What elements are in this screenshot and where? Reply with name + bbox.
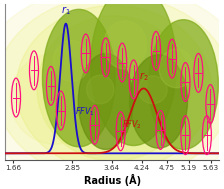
- X-axis label: Radius (Å): Radius (Å): [84, 174, 141, 186]
- Ellipse shape: [42, 9, 115, 147]
- Ellipse shape: [91, 0, 177, 146]
- Text: $FFV_1$: $FFV_1$: [75, 106, 95, 118]
- Text: $r_1$: $r_1$: [60, 4, 70, 17]
- Ellipse shape: [159, 49, 194, 88]
- Ellipse shape: [10, 53, 100, 144]
- Ellipse shape: [16, 5, 211, 171]
- Ellipse shape: [149, 20, 218, 149]
- Ellipse shape: [138, 76, 167, 104]
- Ellipse shape: [37, 16, 190, 161]
- Ellipse shape: [78, 53, 133, 149]
- Ellipse shape: [53, 40, 90, 81]
- Text: $FFV_2$: $FFV_2$: [122, 119, 142, 131]
- Ellipse shape: [104, 21, 146, 69]
- Text: $r_2$: $r_2$: [139, 70, 148, 83]
- Ellipse shape: [130, 55, 187, 148]
- Ellipse shape: [0, 0, 224, 182]
- Ellipse shape: [86, 75, 114, 104]
